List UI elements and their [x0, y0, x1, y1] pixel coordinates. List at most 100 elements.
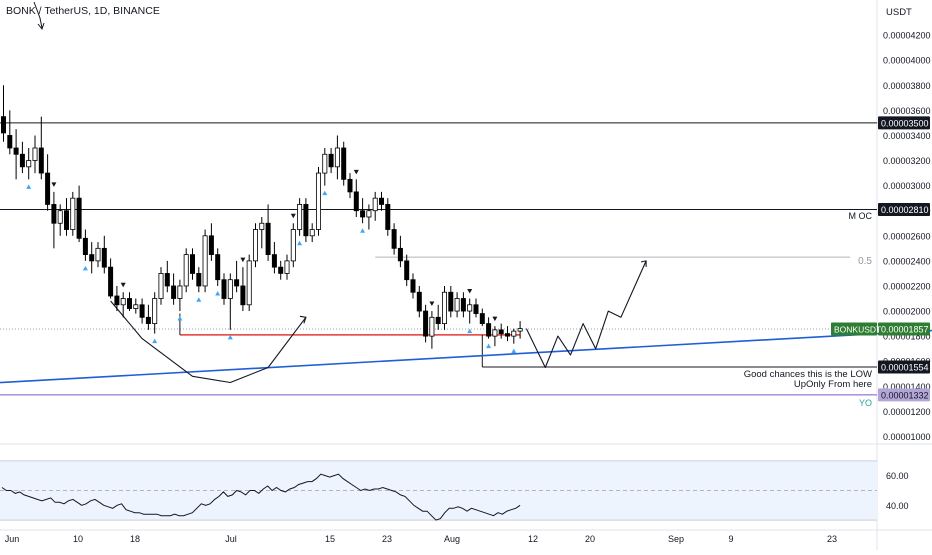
- candle-body: [517, 328, 523, 332]
- candle-body: [322, 153, 328, 174]
- hand-drawings: [33, 1, 647, 384]
- candle-body: [290, 229, 296, 262]
- candles: [0, 85, 523, 349]
- sell-signal-marker: [429, 301, 435, 307]
- candle-body: [416, 291, 422, 312]
- price-tick-label: 0.00003000: [883, 181, 931, 191]
- buy-signal-marker: [82, 265, 88, 271]
- candle-body: [64, 210, 70, 230]
- candle-body: [504, 333, 510, 337]
- candle-body: [95, 247, 101, 262]
- candle-body: [177, 285, 183, 299]
- buy-signal-marker: [322, 190, 328, 196]
- buy-signal-marker: [152, 338, 158, 344]
- sell-signal-marker: [240, 257, 246, 263]
- candle-body: [259, 222, 265, 230]
- price-tag-label: 0.00002810: [881, 205, 929, 215]
- candle-body: [133, 304, 139, 309]
- candle-body: [114, 295, 120, 306]
- time-tick-label: 23: [382, 534, 392, 544]
- price-level-tags: 0.000035000.000028100.00001857BONKUSDT0.…: [831, 116, 930, 402]
- time-tick-label: Sep: [668, 534, 684, 544]
- candle-body: [82, 237, 88, 256]
- candle-body: [454, 298, 460, 312]
- candle-body: [215, 254, 221, 281]
- candle-body: [252, 229, 258, 262]
- price-axis-panel[interactable]: [877, 0, 932, 550]
- candle-body: [271, 254, 277, 268]
- time-tick-label: 9: [728, 534, 733, 544]
- candle-body: [265, 222, 271, 256]
- candle-body: [234, 279, 240, 287]
- candle-body: [7, 135, 13, 149]
- candle-body: [410, 279, 416, 293]
- time-tick-label: 20: [585, 534, 595, 544]
- rsi-tick-label: 40.00: [886, 501, 909, 511]
- candle-body: [429, 316, 435, 337]
- candle-body: [19, 153, 25, 168]
- price-tick-label: 0.00003800: [883, 81, 931, 91]
- candle-body: [45, 172, 51, 205]
- candle-body: [152, 298, 158, 324]
- main-pane[interactable]: [0, 0, 877, 444]
- candle-body: [246, 260, 252, 306]
- sell-signal-marker: [492, 316, 498, 322]
- buy-signal-marker: [511, 348, 517, 354]
- candle-body: [278, 266, 284, 274]
- candle-body: [120, 298, 126, 306]
- price-tick-label: 0.00001800: [883, 332, 931, 342]
- time-tick-label: 12: [528, 534, 538, 544]
- time-tick-label: 10: [73, 534, 83, 544]
- candle-body: [467, 304, 473, 312]
- price-tick-label: 0.00002200: [883, 281, 931, 291]
- trendline-group: [0, 329, 932, 384]
- time-tick-label: Jun: [5, 534, 20, 544]
- candle-body: [26, 160, 32, 168]
- candle-body: [70, 197, 76, 230]
- candle-body: [284, 260, 290, 274]
- rsi-pane[interactable]: 60.00 40.00: [0, 460, 909, 521]
- signal-markers: [26, 169, 517, 354]
- buy-signal-marker: [467, 328, 473, 334]
- candle-body: [13, 147, 19, 155]
- candle-body: [448, 291, 454, 312]
- candle-body: [435, 316, 441, 324]
- buy-signal-marker: [177, 316, 183, 321]
- price-tag-label: 0.00001332: [881, 390, 929, 400]
- candle-body: [360, 210, 366, 218]
- title-pen-stroke: [33, 1, 45, 31]
- candle-body: [139, 304, 145, 318]
- yo-label: YO: [859, 398, 872, 408]
- ascending-trendline: [0, 329, 932, 384]
- buy-signal-marker: [486, 343, 492, 349]
- candle-body: [341, 147, 347, 180]
- time-tick-label: Aug: [444, 534, 460, 544]
- buy-signal-marker: [360, 228, 366, 233]
- projection-path-drawing: [525, 260, 647, 369]
- candle-body: [441, 291, 447, 324]
- currency-label[interactable]: USDT: [886, 7, 912, 18]
- candle-body: [164, 273, 170, 287]
- candle-body: [227, 279, 233, 299]
- price-tag-label: 0.00001857: [881, 324, 929, 334]
- candle-body: [397, 247, 403, 262]
- time-tick-label: Jul: [225, 534, 237, 544]
- candle-body: [38, 147, 44, 174]
- candle-body: [385, 204, 391, 230]
- price-tag-yo-1332: [878, 388, 930, 402]
- price-tick-label: 0.00002600: [883, 231, 931, 241]
- candle-body: [479, 313, 485, 324]
- price-tick-label: 0.00004200: [883, 31, 931, 41]
- projection-arrow-head: [640, 260, 647, 267]
- rsi-line: [1, 473, 521, 521]
- candle-body: [511, 330, 517, 337]
- price-tick-label: 0.00003400: [883, 131, 931, 141]
- candle-body: [492, 329, 498, 337]
- candle-body: [334, 147, 340, 168]
- moc-label: M OC: [849, 211, 873, 221]
- candle-body: [171, 285, 177, 299]
- time-tick-label: 23: [827, 534, 837, 544]
- candle-body: [498, 329, 504, 335]
